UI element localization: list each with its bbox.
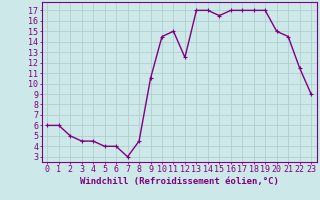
X-axis label: Windchill (Refroidissement éolien,°C): Windchill (Refroidissement éolien,°C) <box>80 177 279 186</box>
